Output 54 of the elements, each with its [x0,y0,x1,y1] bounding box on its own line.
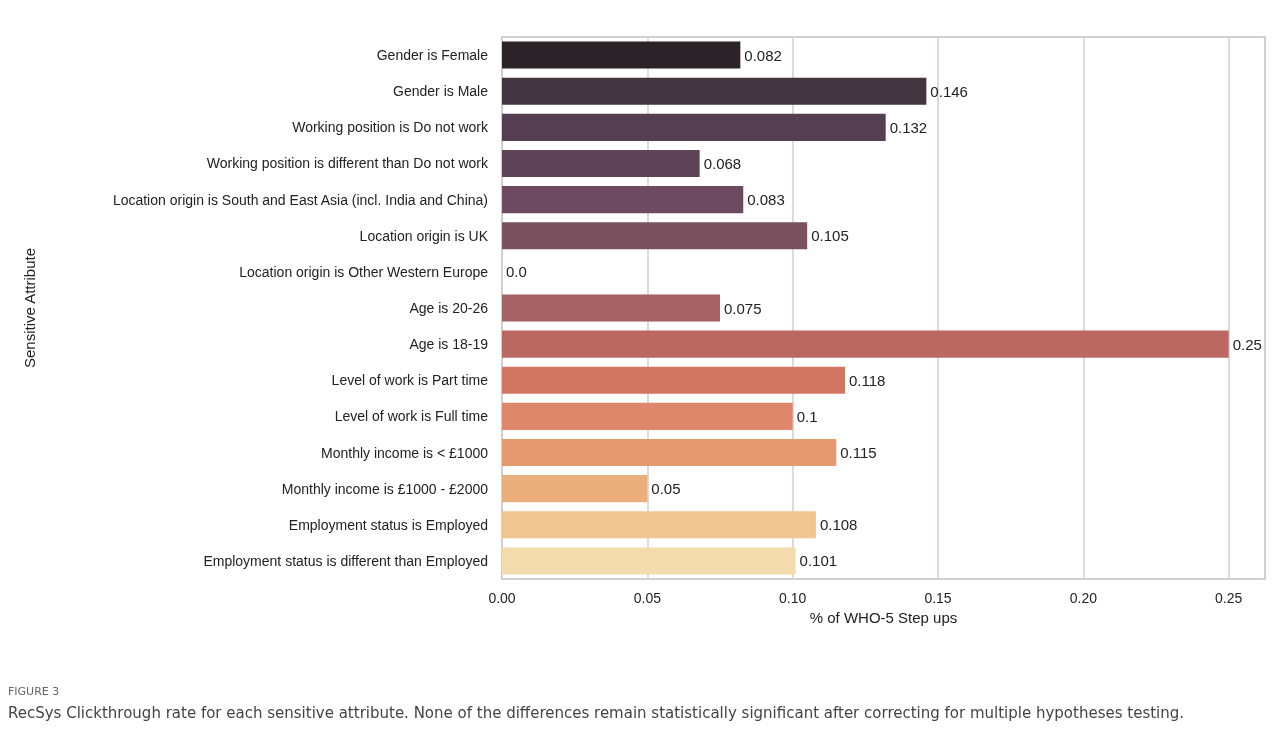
bar [502,547,796,575]
y-tick-label: Level of work is Part time [331,372,489,389]
bar [502,113,886,141]
bar [502,366,845,394]
y-tick-label: Location origin is Other Western Europe [239,263,489,280]
data-label: 0.083 [747,191,785,209]
bar [502,330,1229,358]
data-label: 0.1 [796,407,818,425]
y-tick-label: Gender is Female [376,47,489,64]
caption: FIGURE 3 [8,684,60,698]
y-tick-label: Employment status is different than Employed [203,552,488,569]
data-label: 0.068 [703,154,742,172]
bar [502,438,837,467]
text: RecSys Clickthrough rate for each sensitive attribute. None of the differences remain statistically significant after correcting for multiple hypotheses testing. [8,704,1185,722]
x-tick-label: 0.15 [924,590,952,606]
x-axis-title: % of WHO-5 Step ups [809,608,958,626]
bar [502,186,744,214]
y-tick-label: Employment status is Employed [288,516,488,533]
y-tick-label: Age is 18-19 [409,336,489,353]
data-label: 0.132 [889,118,928,136]
data-label: 0.105 [811,227,849,245]
bar [502,402,793,430]
bar [502,475,648,503]
x-tick-label: 0.10 [779,590,807,606]
data-label: 0.118 [848,371,886,389]
data-label: 0.25 [1232,335,1262,353]
y-tick-label: Monthly income is £1000 - £2000 [281,480,489,497]
data-label: 0.075 [724,299,762,317]
y-axis-title: Sensitive Attribute [21,247,38,369]
x-tick-label: 0.25 [1215,590,1243,606]
bar [502,77,927,105]
y-tick-label: Working position is Do not work [292,119,489,136]
x-tick-label: 0.20 [1069,590,1098,606]
y-tick-label: Level of work is Full time [334,408,489,425]
x-tick-label: 0.05 [633,590,662,606]
data-label: 0.115 [840,444,877,462]
x-tick-label: 0.00 [488,590,516,606]
data-label: 0.108 [819,516,858,534]
bar [502,41,741,69]
bar [502,222,808,250]
y-tick-label: Working position is different than Do not work [206,155,489,172]
bar [502,511,816,539]
y-tick-label: Monthly income is < £1000 [321,444,489,461]
data-label: 0.101 [799,552,838,570]
data-label: 0.05 [651,480,681,498]
y-tick-label: Age is 20-26 [409,300,489,316]
y-tick-label: Location origin is South and East Asia (incl. India and China) [112,191,488,208]
data-label: 0.082 [744,46,782,64]
y-tick-label: Gender is Male [393,83,489,100]
data-label: 0.0 [506,263,527,281]
y-tick-label: Location origin is UK [359,227,489,244]
bar [502,149,700,178]
data-label: 0.146 [930,82,968,100]
bar [502,294,720,322]
